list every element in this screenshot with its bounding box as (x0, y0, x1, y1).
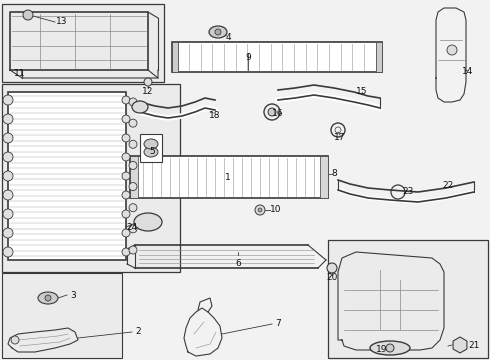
Circle shape (3, 95, 13, 105)
Circle shape (447, 45, 457, 55)
Text: 18: 18 (209, 111, 221, 120)
Text: 14: 14 (462, 68, 474, 77)
Circle shape (3, 114, 13, 124)
Text: 19: 19 (376, 346, 388, 355)
Text: 6: 6 (235, 260, 241, 269)
Circle shape (122, 172, 130, 180)
Text: 20: 20 (326, 274, 338, 283)
Ellipse shape (144, 147, 158, 157)
Ellipse shape (132, 101, 148, 113)
Text: 5: 5 (149, 148, 155, 157)
Text: 23: 23 (402, 188, 414, 197)
Circle shape (3, 152, 13, 162)
Bar (320, 156, 328, 198)
Circle shape (3, 190, 13, 200)
Text: 8: 8 (331, 170, 337, 179)
Bar (130, 156, 138, 198)
Circle shape (122, 210, 130, 218)
Bar (140, 134, 162, 162)
Bar (8, 92, 126, 260)
Circle shape (3, 209, 13, 219)
Circle shape (122, 229, 130, 237)
Text: 13: 13 (56, 18, 68, 27)
Circle shape (3, 228, 13, 238)
Text: 17: 17 (334, 134, 346, 143)
Circle shape (129, 183, 137, 190)
Bar (2, 4, 164, 82)
Circle shape (122, 248, 130, 256)
Bar (172, 42, 382, 72)
Ellipse shape (209, 26, 227, 38)
Circle shape (129, 246, 137, 254)
Bar (2, 273, 122, 358)
Bar (328, 240, 488, 358)
Text: 12: 12 (142, 87, 154, 96)
Circle shape (129, 161, 137, 170)
Text: 21: 21 (468, 342, 480, 351)
Circle shape (11, 336, 19, 344)
Text: 2: 2 (135, 328, 141, 337)
Circle shape (215, 29, 221, 35)
Ellipse shape (134, 213, 162, 231)
Circle shape (258, 208, 262, 212)
Circle shape (129, 98, 137, 106)
Text: 16: 16 (272, 109, 284, 118)
Ellipse shape (38, 292, 58, 304)
Circle shape (144, 78, 152, 86)
Circle shape (255, 205, 265, 215)
Circle shape (386, 344, 394, 352)
Circle shape (3, 171, 13, 181)
Text: 15: 15 (356, 87, 368, 96)
Circle shape (122, 191, 130, 199)
Circle shape (122, 134, 130, 142)
Ellipse shape (370, 341, 410, 355)
Text: 7: 7 (275, 320, 281, 328)
Ellipse shape (144, 139, 158, 149)
Bar (376, 42, 382, 72)
Text: 9: 9 (245, 54, 251, 63)
Circle shape (129, 140, 137, 148)
Text: 11: 11 (14, 69, 26, 78)
Text: 22: 22 (442, 180, 454, 189)
Circle shape (268, 108, 276, 116)
Circle shape (122, 96, 130, 104)
Circle shape (122, 115, 130, 123)
Text: 10: 10 (270, 206, 282, 215)
Circle shape (122, 153, 130, 161)
Text: 3: 3 (70, 291, 76, 300)
Text: 24: 24 (126, 224, 138, 233)
Circle shape (129, 204, 137, 212)
Circle shape (3, 133, 13, 143)
Bar (130, 156, 328, 198)
Bar (172, 42, 178, 72)
Circle shape (129, 119, 137, 127)
Text: 4: 4 (225, 33, 231, 42)
Circle shape (3, 247, 13, 257)
Circle shape (23, 10, 33, 20)
Circle shape (45, 295, 51, 301)
Circle shape (327, 263, 337, 273)
Text: 1: 1 (225, 174, 231, 183)
Bar (2, 84, 180, 272)
Circle shape (129, 225, 137, 233)
